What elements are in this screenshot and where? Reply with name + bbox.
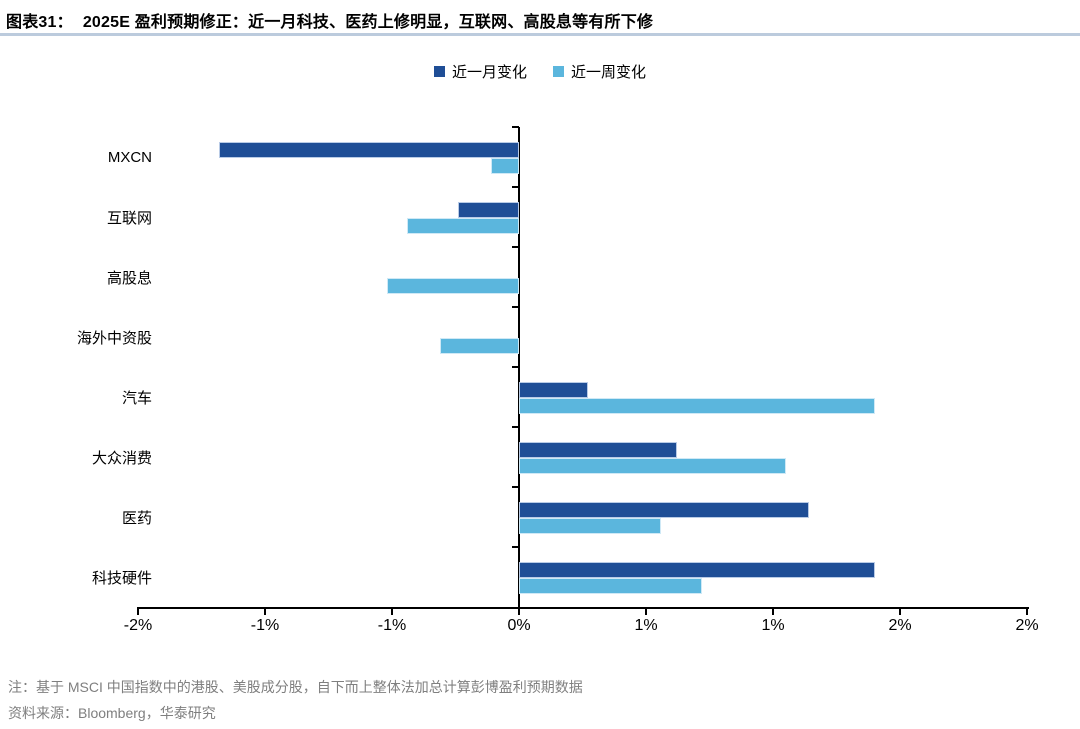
legend-label: 近一周变化 [571, 63, 647, 81]
x-axis-tick-label: 0% [507, 617, 531, 634]
category-label: 海外中资股 [76, 329, 152, 347]
x-axis-tick-label: -1% [250, 617, 280, 634]
bar [219, 142, 519, 158]
chart-source: 资料来源：Bloomberg，华泰研究 [8, 705, 216, 721]
bar [519, 398, 875, 414]
x-axis-tick [264, 607, 266, 615]
category-boundary-tick [512, 246, 519, 248]
bar [440, 338, 519, 354]
bar [491, 158, 519, 174]
figure-number: 图表31： [6, 14, 73, 31]
bar [519, 562, 875, 578]
category-boundary-tick [512, 426, 519, 428]
x-axis-tick [772, 607, 774, 615]
zero-axis-line [518, 127, 520, 609]
category-label: 高股息 [106, 269, 152, 287]
bar [386, 278, 519, 294]
x-axis-tick-label: 1% [634, 617, 658, 634]
x-axis-tick-label: -2% [123, 617, 153, 634]
category-label: 大众消费 [91, 449, 152, 467]
category-boundary-tick [512, 306, 519, 308]
x-axis-line [138, 607, 1029, 609]
category-label: MXCN [107, 148, 152, 166]
legend-item-week: 近一周变化 [553, 61, 646, 82]
legend-item-month: 近一月变化 [433, 61, 527, 82]
bar [519, 518, 662, 534]
x-axis-tick-label: 1% [761, 617, 785, 634]
bar [458, 202, 519, 218]
bar [407, 218, 519, 234]
chart-note: 注：基于 MSCI 中国指数中的港股、美股成分股，自下而上整体法加总计算彭博盈利… [8, 679, 583, 695]
x-axis-tick [391, 607, 393, 615]
category-label: 汽车 [121, 389, 152, 407]
x-axis-tick [518, 607, 520, 615]
chart-legend: 近一月变化 近一周变化 [0, 61, 1080, 81]
figure-title: 2025E 盈利预期修正：近一月科技、医药上修明显，互联网、高股息等有所下修 [82, 14, 654, 31]
x-axis-tick [899, 607, 901, 615]
x-axis-tick-label: 2% [1015, 617, 1039, 634]
category-boundary-tick [512, 486, 519, 488]
category-boundary-tick [512, 546, 519, 548]
bar [519, 502, 809, 518]
category-boundary-tick [512, 126, 519, 128]
legend-swatch-icon [553, 65, 564, 77]
category-boundary-tick [512, 366, 519, 368]
legend-label: 近一月变化 [451, 63, 527, 81]
category-boundary-tick [512, 186, 519, 188]
bar [519, 578, 702, 594]
x-axis-tick-label: -1% [377, 617, 407, 634]
category-label: 医药 [121, 509, 152, 527]
bar [519, 442, 677, 458]
x-axis-tick [645, 607, 647, 615]
bar [519, 382, 588, 398]
x-axis-tick [1026, 607, 1028, 615]
category-label: 科技硬件 [91, 569, 152, 587]
figure-title-row: 图表31： 2025E 盈利预期修正：近一月科技、医药上修明显，互联网、高股息等有… [6, 8, 1076, 32]
title-divider [0, 33, 1080, 36]
category-label: 互联网 [106, 209, 152, 227]
x-axis-tick-label: 2% [888, 617, 912, 634]
x-axis-tick [137, 607, 139, 615]
legend-swatch-icon [433, 65, 445, 77]
bar [519, 458, 786, 474]
